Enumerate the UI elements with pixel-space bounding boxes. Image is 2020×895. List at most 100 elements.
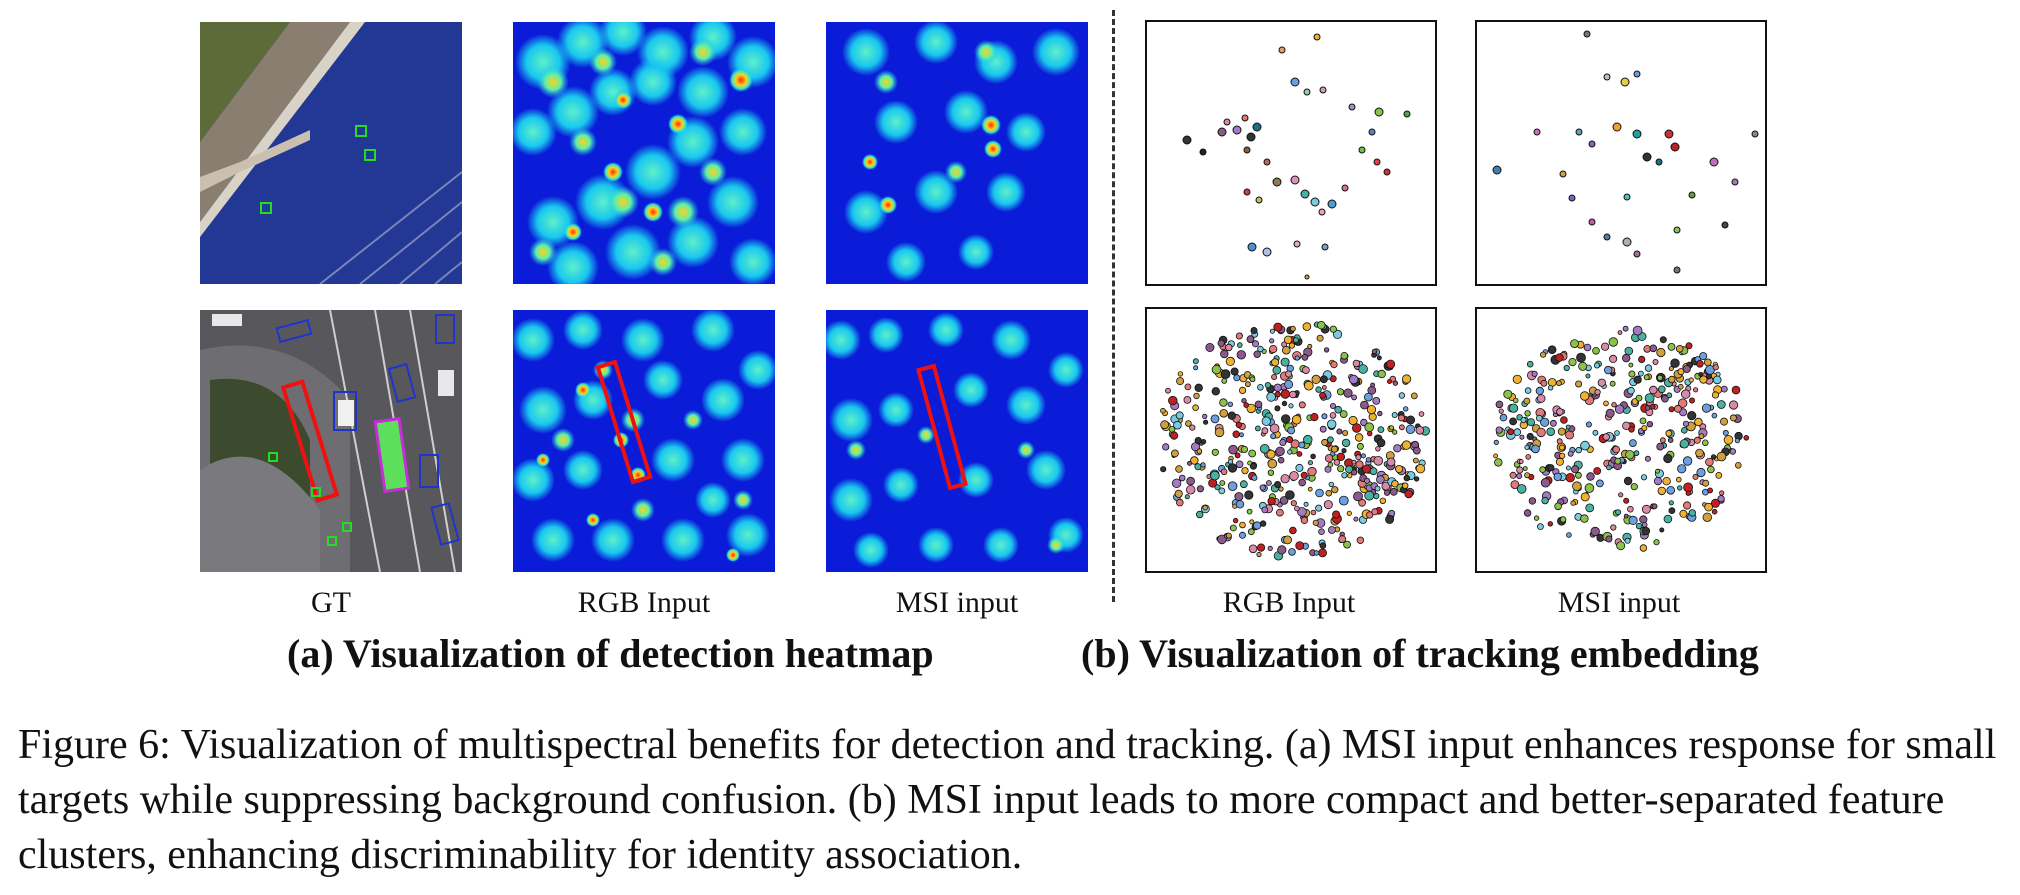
embedding-point: [1175, 411, 1184, 420]
embedding-point: [1202, 504, 1208, 511]
embedding-point: [1285, 490, 1295, 500]
embedding-point: [1692, 473, 1699, 480]
embedding-point: [1237, 342, 1243, 348]
embedding-point: [1217, 534, 1227, 545]
embedding-point: [1289, 471, 1299, 481]
embedding-point: [1232, 517, 1239, 524]
embedding-point: [1401, 440, 1412, 450]
embedding-point: [1298, 401, 1306, 409]
column-label-msi-heatmap: MSI input: [895, 586, 1019, 619]
embedding-point: [1351, 469, 1358, 476]
embedding-point: [1638, 355, 1646, 364]
gt-box: [327, 536, 337, 546]
embedding-point: [1402, 374, 1412, 384]
embedding-point: [1675, 344, 1684, 353]
embedding-point: [1537, 523, 1544, 531]
embedding-point: [1333, 329, 1343, 340]
embedding-point: [1303, 434, 1313, 445]
embedding-point: [1519, 434, 1525, 440]
embedding-point: [1546, 427, 1555, 436]
embedding-point: [1366, 405, 1377, 415]
embedding-point: [1402, 482, 1409, 489]
embedding-point: [1508, 403, 1519, 413]
embedding-point: [1329, 412, 1337, 419]
embedding-point: [1219, 480, 1226, 486]
embedding-point: [1676, 485, 1683, 491]
embedding-point: [1385, 359, 1396, 369]
embedding-point: [1653, 477, 1663, 486]
embedding-point: [1318, 548, 1328, 558]
embedding-point: [1186, 485, 1196, 495]
embedding-point: [1585, 503, 1595, 513]
embedding-point: [1336, 388, 1345, 396]
embedding-point: [1241, 467, 1249, 475]
embedding-point: [1348, 374, 1359, 385]
embedding-point: [1710, 498, 1720, 508]
embedding-point: [1267, 545, 1273, 551]
embedding-point: [1341, 438, 1351, 448]
embedding-point: [1235, 460, 1244, 469]
embedding-point: [1250, 326, 1258, 334]
embedding-point: [1239, 432, 1244, 438]
embedding-point: [1375, 446, 1381, 452]
embedding-point: [1593, 467, 1602, 475]
embedding-point: [1701, 403, 1712, 413]
embedding-point: [1523, 509, 1532, 517]
embedding-point: [1412, 446, 1421, 455]
embedding-point: [1302, 322, 1312, 331]
embedding-point: [1649, 385, 1658, 395]
embedding-point: [1557, 427, 1566, 436]
embedding-point: [1663, 514, 1673, 524]
embedding-point: [1251, 474, 1258, 481]
embedding-point: [1325, 489, 1333, 497]
embedding-point: [1270, 433, 1277, 440]
embedding-point: [1239, 521, 1246, 529]
embedding-point: [1326, 436, 1334, 444]
column-label-gt: GT: [311, 586, 351, 619]
embedding-point: [1341, 448, 1347, 454]
embedding-point: [1371, 348, 1378, 355]
embedding-point: [1734, 462, 1742, 469]
embedding-point: [1575, 446, 1582, 454]
embedding-point: [1707, 465, 1715, 474]
embedding-point: [1283, 335, 1293, 344]
embedding-point: [1271, 374, 1278, 381]
embedding-point: [1334, 405, 1343, 414]
embedding-point: [1719, 490, 1725, 496]
embedding-point: [1520, 417, 1527, 424]
embedding-msi-bottom: [1475, 307, 1767, 573]
embedding-point: [1659, 527, 1665, 533]
embedding-point: [1173, 420, 1182, 430]
embedding-point: [1185, 420, 1192, 427]
embedding-point: [1360, 400, 1369, 410]
embedding-point: [1668, 500, 1674, 506]
embedding-msi-top: [1475, 20, 1767, 286]
embedding-point: [1377, 426, 1385, 433]
embedding-point: [1610, 524, 1617, 531]
embedding-point: [1512, 397, 1519, 404]
embedding-point: [1275, 446, 1285, 457]
embedding-point: [1592, 429, 1599, 436]
embedding-point: [1355, 460, 1364, 469]
embedding-point: [1555, 457, 1564, 466]
embedding-point: [1239, 531, 1247, 539]
embedding-point: [1659, 336, 1667, 344]
embedding-point: [1628, 426, 1635, 433]
column-label-msi-embedding: MSI input: [1557, 586, 1681, 619]
gt-box: [419, 454, 439, 488]
embedding-point: [1288, 548, 1296, 556]
embedding-point: [1693, 436, 1701, 444]
embedding-point: [1702, 512, 1713, 523]
embedding-point: [1666, 486, 1676, 495]
embedding-point: [1592, 346, 1600, 355]
embedding-point: [1663, 453, 1673, 464]
embedding-point: [1585, 421, 1592, 428]
embedding-point: [1336, 428, 1343, 435]
embedding-point: [1560, 416, 1568, 424]
embedding-point: [1184, 383, 1192, 391]
embedding-point: [1329, 403, 1336, 410]
embedding-point: [1722, 429, 1729, 436]
gt-box: [275, 318, 313, 344]
embedding-point: [1327, 526, 1336, 534]
embedding-point: [1539, 351, 1547, 358]
